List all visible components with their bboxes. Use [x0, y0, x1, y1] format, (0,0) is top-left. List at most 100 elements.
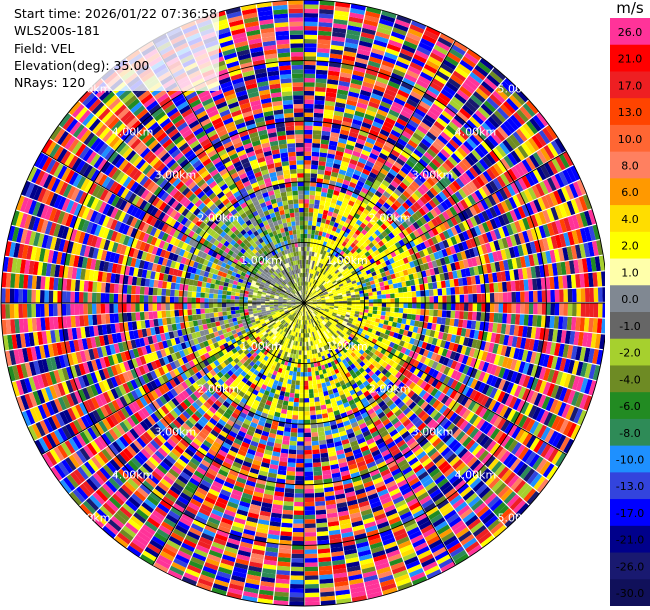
velocity-gate [392, 125, 403, 134]
velocity-gate [511, 291, 517, 303]
velocity-gate [311, 164, 318, 170]
velocity-gate [304, 225, 308, 230]
velocity-gate [356, 270, 362, 276]
velocity-gate [347, 298, 352, 301]
velocity-gate [318, 13, 334, 19]
velocity-gate [384, 315, 390, 321]
velocity-gate [402, 190, 411, 199]
velocity-gate [290, 432, 298, 437]
velocity-gate [455, 177, 465, 188]
velocity-gate [385, 289, 391, 295]
velocity-gate [410, 90, 423, 101]
velocity-gate [393, 312, 399, 318]
velocity-gate [370, 52, 384, 60]
velocity-gate [411, 246, 419, 254]
velocity-gate [377, 226, 385, 234]
velocity-gate [377, 72, 391, 81]
velocity-gate [356, 102, 368, 110]
velocity-gate [284, 488, 295, 494]
velocity-gate [477, 106, 491, 119]
velocity-gate [328, 224, 334, 231]
velocity-gate [305, 337, 309, 342]
velocity-gate [409, 61, 424, 72]
velocity-gate [310, 282, 313, 288]
velocity-gate [493, 312, 499, 323]
velocity-gate [416, 45, 431, 56]
velocity-gate [327, 188, 334, 195]
velocity-gate [307, 290, 310, 296]
velocity-gate [308, 251, 312, 256]
velocity-gate [305, 290, 307, 295]
velocity-gate [411, 180, 420, 190]
velocity-gate [452, 70, 467, 82]
velocity-gate [407, 291, 413, 298]
velocity-gate [348, 274, 355, 280]
velocity-gate [441, 188, 451, 199]
velocity-gate [338, 169, 347, 176]
velocity-gate [353, 223, 360, 230]
velocity-gate [371, 232, 378, 240]
velocity-gate [304, 38, 317, 44]
velocity-gate [344, 193, 352, 201]
velocity-gate [304, 372, 308, 377]
velocity-gate [470, 192, 480, 203]
velocity-gate [307, 363, 311, 368]
velocity-gate [352, 256, 358, 262]
velocity-gate [498, 84, 512, 98]
velocity-gate [363, 164, 373, 172]
velocity-gate [309, 242, 314, 248]
velocity-gate [433, 74, 447, 85]
velocity-gate [336, 259, 342, 265]
velocity-gate [387, 183, 397, 192]
velocity-gate [386, 113, 398, 122]
velocity-gate [334, 106, 345, 113]
velocity-gate [371, 183, 380, 191]
velocity-gate [396, 185, 405, 194]
velocity-gate [326, 83, 338, 90]
velocity-gate [304, 562, 318, 568]
velocity-gate [398, 154, 408, 163]
velocity-gate [467, 311, 473, 321]
velocity-gate [355, 308, 360, 312]
velocity-gate [416, 235, 424, 244]
velocity-gate [466, 48, 482, 61]
velocity-gate [427, 282, 434, 290]
velocity-gate [304, 47, 317, 53]
velocity-gate [304, 121, 313, 126]
velocity-gate [337, 266, 343, 272]
velocity-gate [362, 198, 370, 205]
velocity-gate [314, 286, 319, 291]
velocity-gate [306, 246, 310, 252]
velocity-gate [404, 102, 416, 112]
velocity-gate [304, 4, 319, 10]
velocity-gate [399, 297, 404, 303]
velocity-gate [332, 27, 347, 34]
velocity-gate [373, 179, 382, 187]
velocity-gate [466, 119, 478, 131]
velocity-gate [462, 172, 472, 183]
velocity-gate [409, 24, 425, 34]
velocity-gate [306, 259, 309, 265]
velocity-gate [367, 264, 374, 270]
velocity-gate [322, 183, 329, 189]
velocity-gate [452, 203, 462, 214]
velocity-gate [304, 480, 314, 485]
velocity-gate [304, 112, 314, 118]
velocity-gate [392, 27, 407, 36]
velocity-gate [550, 303, 556, 316]
velocity-gate [323, 113, 334, 120]
velocity-gate [363, 77, 376, 85]
velocity-gate [411, 57, 425, 68]
velocity-gate [317, 213, 323, 219]
velocity-gate [309, 393, 314, 399]
velocity-gate [360, 187, 369, 195]
velocity-gate [517, 177, 528, 191]
velocity-gate [304, 553, 318, 559]
velocity-gate [481, 303, 486, 312]
velocity-gate [335, 150, 344, 157]
velocity-gate [321, 245, 326, 251]
velocity-gate [515, 88, 529, 103]
velocity-gate [412, 87, 425, 97]
velocity-gate [296, 458, 304, 464]
velocity-gate [405, 123, 417, 132]
